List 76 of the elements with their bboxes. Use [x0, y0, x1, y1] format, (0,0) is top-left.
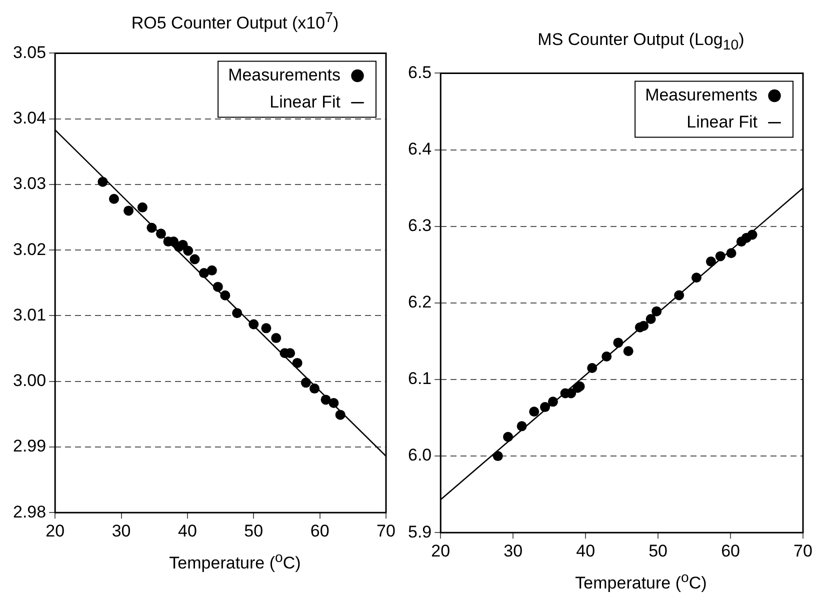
point — [310, 384, 320, 394]
legend-label: Measurements — [645, 85, 758, 104]
point — [335, 410, 346, 420]
y-tick-label: 3.03 — [12, 174, 46, 194]
point — [747, 230, 758, 240]
x-tick-label: 20 — [46, 521, 65, 540]
y-tick-label: 6.4 — [408, 139, 432, 158]
point — [674, 290, 684, 300]
point — [540, 402, 550, 412]
x-tick-label: 50 — [648, 541, 668, 560]
point — [613, 338, 624, 348]
point — [212, 282, 223, 292]
point — [220, 290, 230, 300]
point — [156, 228, 166, 239]
x-axis-title: Temperature ($^{o}$C) — [168, 550, 302, 574]
x-tick-label: 60 — [310, 521, 330, 540]
point — [328, 398, 339, 408]
point — [623, 346, 634, 356]
y-tick-label: 2.98 — [12, 502, 46, 522]
point — [199, 268, 209, 278]
x-axis-title: Temperature ($^{o}$C) — [574, 570, 708, 594]
x-tick-label: 70 — [794, 541, 812, 560]
point — [652, 306, 662, 316]
point — [706, 256, 716, 267]
point — [715, 251, 726, 262]
point — [503, 432, 514, 442]
point — [646, 314, 656, 324]
y-tick-label: 5.9 — [408, 522, 432, 542]
point — [602, 351, 612, 362]
point — [232, 308, 242, 318]
point — [190, 254, 200, 264]
point — [206, 265, 217, 276]
point — [108, 194, 119, 204]
point — [137, 202, 148, 212]
y-tick-label: 3.02 — [12, 240, 46, 259]
y-tick-label: 3.05 — [12, 42, 46, 62]
y-tick-label: 3.01 — [12, 305, 46, 324]
point — [529, 406, 540, 417]
point — [183, 246, 194, 256]
chart-title: MS Counter Output (Log$_{10}$) — [536, 30, 746, 54]
x-tick-label: 20 — [431, 541, 450, 560]
point — [320, 394, 331, 405]
x-tick-label: 30 — [112, 521, 131, 540]
point — [492, 451, 503, 462]
point — [638, 320, 649, 331]
chart-title: RO5 Counter Output (x10$^{7}$) — [130, 10, 340, 34]
y-tick-label: 6.0 — [408, 446, 432, 465]
y-tick-label: 6.3 — [408, 216, 432, 236]
x-tick-label: 40 — [576, 541, 596, 560]
x-tick-label: 60 — [721, 541, 740, 560]
point — [587, 362, 598, 373]
y-tick-label: 6.2 — [408, 292, 432, 312]
point — [271, 333, 282, 344]
y-tick-label: 3.04 — [12, 108, 46, 128]
point — [516, 421, 527, 432]
point — [146, 222, 157, 233]
y-tick-label: 2.99 — [12, 436, 46, 456]
point — [261, 323, 272, 334]
point — [300, 378, 311, 388]
point — [98, 176, 108, 187]
x-tick-label: 50 — [244, 521, 264, 540]
legend-label: Linear Fit — [686, 112, 758, 132]
x-tick-label: 70 — [376, 521, 396, 540]
point — [691, 272, 702, 283]
x-tick-label: 30 — [504, 541, 523, 560]
point — [292, 358, 302, 368]
y-tick-label: 3.00 — [12, 371, 46, 390]
point — [548, 396, 558, 407]
legend-label: Measurements — [228, 65, 340, 84]
point — [124, 206, 134, 216]
legend-label: Linear Fit — [270, 92, 341, 112]
y-tick-label: 6.5 — [408, 62, 432, 82]
point — [726, 248, 736, 258]
y-tick-label: 6.1 — [408, 369, 432, 388]
x-tick-label: 40 — [178, 521, 197, 540]
point — [248, 319, 259, 330]
